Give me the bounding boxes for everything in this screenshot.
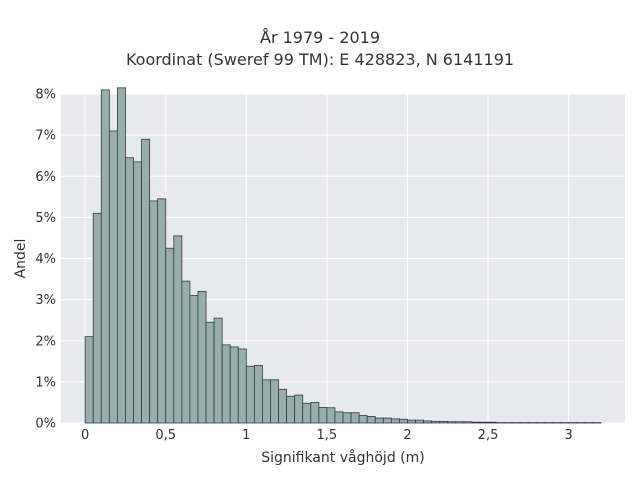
histogram-bar [382,417,392,424]
histogram-bar [189,295,199,424]
histogram-bar [415,419,424,424]
histogram-bar [157,198,167,424]
histogram-bar [318,406,328,424]
x-tick-label: 0,5 [155,428,176,443]
x-tick-label: 2 [403,428,411,443]
histogram-bar [245,365,255,424]
histogram-bar [237,348,247,424]
histogram-bar [342,412,352,424]
histogram-bar [286,395,296,424]
histogram-bar [221,344,231,424]
histogram-bar [350,412,360,424]
histogram-bar [213,317,223,424]
x-tick-label: 3 [564,428,572,443]
histogram-bar [463,421,473,424]
histogram-bar [197,290,207,424]
histogram-bar [165,247,175,424]
chart-title: År 1979 - 2019 [260,28,380,47]
histogram-bar [407,419,416,424]
y-tick-label: 6% [35,170,56,185]
y-tick-label: 2% [35,334,56,349]
histogram-bar [278,388,287,424]
histogram-bar [479,421,489,424]
histogram-bar [334,411,344,424]
y-tick-label: 0% [35,417,56,432]
histogram-bar [447,421,457,424]
histogram-bar [374,417,384,424]
histogram-bar [133,161,142,424]
histogram-bar [108,130,118,424]
histogram-bar [84,336,94,424]
histogram-bar [92,212,102,424]
histogram-bar [149,200,159,424]
x-tick-label: 2,5 [478,428,499,443]
y-tick-label: 1% [35,375,56,390]
histogram-bar [229,346,239,424]
histogram-bars [84,87,602,424]
chart-subtitle: Koordinat (Sweref 99 TM): E 428823, N 61… [125,50,515,69]
y-tick-label: 7% [35,129,56,144]
histogram-bar [326,407,336,424]
histogram-bar [117,87,126,424]
histogram-bar [455,421,465,424]
histogram-bar [471,421,481,424]
y-axis-title: Andel [13,239,29,279]
histogram-bar [294,394,304,424]
histogram-bar [141,138,151,424]
y-tick-label: 3% [35,293,56,308]
histogram-bar [181,280,191,424]
histogram-bar [390,418,400,424]
histogram-bar [398,418,408,424]
histogram-bar [358,415,368,424]
x-tick-label: 1 [242,428,250,443]
histogram-bar [125,157,134,424]
histogram-bar [253,365,263,424]
histogram-bar [310,402,320,424]
y-tick-label: 4% [35,252,56,267]
histogram-bar [262,379,271,424]
histogram-bar [439,420,449,424]
y-tick-label: 5% [35,211,56,226]
x-tick-label: 0 [81,428,89,443]
histogram-bar [173,235,183,424]
histogram-bar [205,321,215,424]
histogram-bar [100,89,110,424]
y-tick-label: 8% [35,88,56,103]
x-tick-label: 1,5 [317,428,338,443]
histogram-bar [270,379,279,424]
histogram-bar [431,420,441,424]
histogram-bar [487,421,497,424]
x-axis-title: Signifikant våghöjd (m) [261,449,424,466]
histogram-bar [366,416,376,424]
histogram-bar [302,402,312,424]
histogram-bar [423,420,433,424]
